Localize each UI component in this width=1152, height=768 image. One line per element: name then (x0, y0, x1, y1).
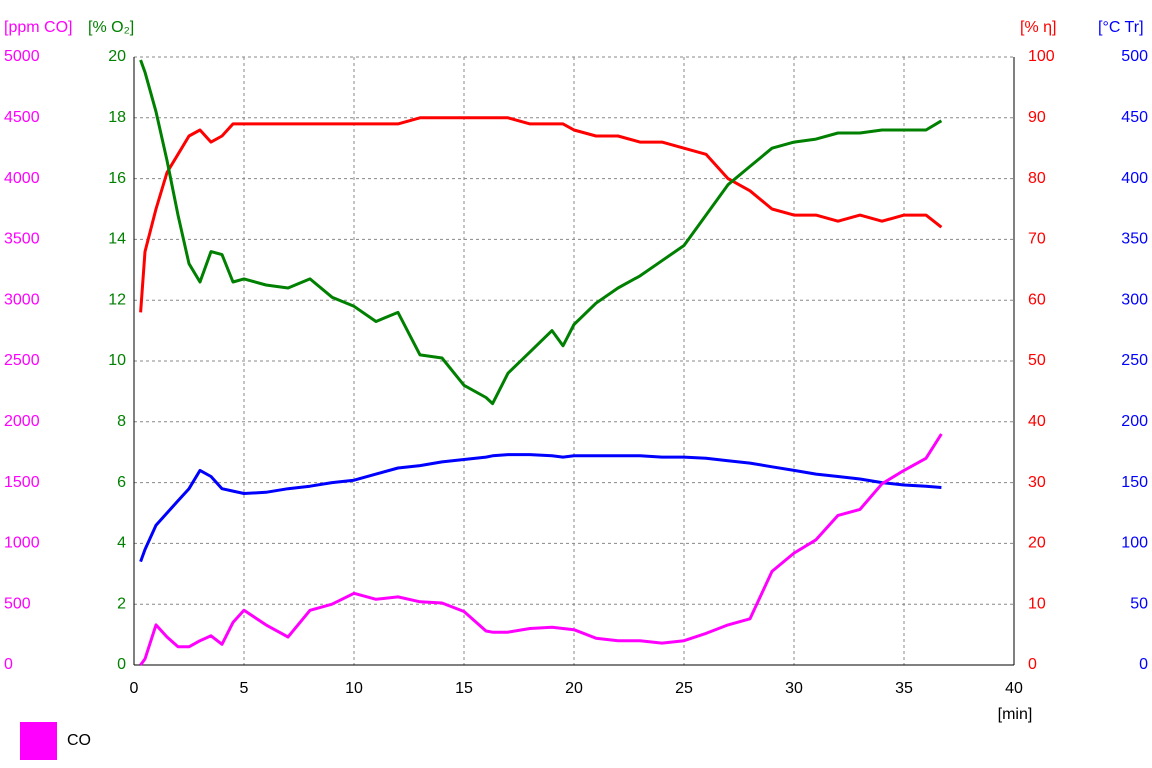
y-tick-label: 4500 (4, 109, 40, 126)
x-tick-label: 0 (130, 680, 139, 697)
x-tick-label: 30 (785, 680, 803, 697)
y-tick-label: 100 (1121, 535, 1148, 552)
y-tick-label: 80 (1028, 170, 1046, 187)
y-tick-label: 4 (117, 535, 126, 552)
y-tick-label: 0 (1028, 656, 1037, 673)
axis-label: [°C Tr] (1098, 19, 1144, 36)
axis-label: [% O₂] (88, 19, 134, 36)
y-tick-label: 350 (1121, 231, 1148, 248)
x-tick-label: 40 (1005, 680, 1023, 697)
y-tick-label: 20 (108, 48, 126, 65)
y-tick-label: 12 (108, 291, 126, 308)
y-tick-label: 0 (4, 656, 13, 673)
x-tick-label: 5 (240, 680, 249, 697)
y-tick-label: 50 (1130, 595, 1148, 612)
y-tick-label: 8 (117, 413, 126, 430)
y-tick-label: 1500 (4, 474, 40, 491)
series-line (139, 59, 943, 406)
y-tick-label: 3500 (4, 231, 40, 248)
y-tick-label: 450 (1121, 109, 1148, 126)
x-axis-label: [min] (998, 706, 1033, 723)
y-tick-label: 4000 (4, 170, 40, 187)
y-tick-label: 60 (1028, 291, 1046, 308)
y-tick-label: 2 (117, 595, 126, 612)
y-tick-label: 20 (1028, 535, 1046, 552)
y-tick-label: 3000 (4, 291, 40, 308)
x-tick-label: 25 (675, 680, 693, 697)
axis-label: [ppm CO] (4, 19, 72, 36)
y-tick-label: 200 (1121, 413, 1148, 430)
y-tick-label: 30 (1028, 474, 1046, 491)
y-tick-label: 2000 (4, 413, 40, 430)
y-tick-label: 6 (117, 474, 126, 491)
y-tick-label: 14 (108, 231, 126, 248)
y-tick-label: 50 (1028, 352, 1046, 369)
y-tick-label: 400 (1121, 170, 1148, 187)
y-tick-label: 150 (1121, 474, 1148, 491)
y-tick-label: 18 (108, 109, 126, 126)
legend-swatch (20, 722, 57, 760)
y-tick-label: 0 (117, 656, 126, 673)
y-tick-label: 0 (1139, 656, 1148, 673)
y-tick-label: 10 (1028, 595, 1046, 612)
y-tick-label: 40 (1028, 413, 1046, 430)
x-tick-label: 10 (345, 680, 363, 697)
y-tick-label: 70 (1028, 231, 1046, 248)
y-tick-label: 300 (1121, 291, 1148, 308)
y-tick-label: 1000 (4, 535, 40, 552)
y-tick-label: 250 (1121, 352, 1148, 369)
x-tick-label: 20 (565, 680, 583, 697)
legend-label: CO (67, 732, 91, 749)
y-tick-label: 5000 (4, 48, 40, 65)
series-line (139, 116, 943, 313)
y-tick-label: 16 (108, 170, 126, 187)
y-tick-label: 2500 (4, 352, 40, 369)
x-tick-label: 35 (895, 680, 913, 697)
x-tick-label: 15 (455, 680, 473, 697)
axis-label: [% η] (1020, 19, 1056, 36)
y-tick-label: 10 (108, 352, 126, 369)
y-tick-label: 100 (1028, 48, 1055, 65)
y-tick-label: 500 (1121, 48, 1148, 65)
series-line (139, 433, 943, 666)
series-line (139, 453, 942, 563)
y-tick-label: 500 (4, 595, 31, 612)
y-tick-label: 90 (1028, 109, 1046, 126)
